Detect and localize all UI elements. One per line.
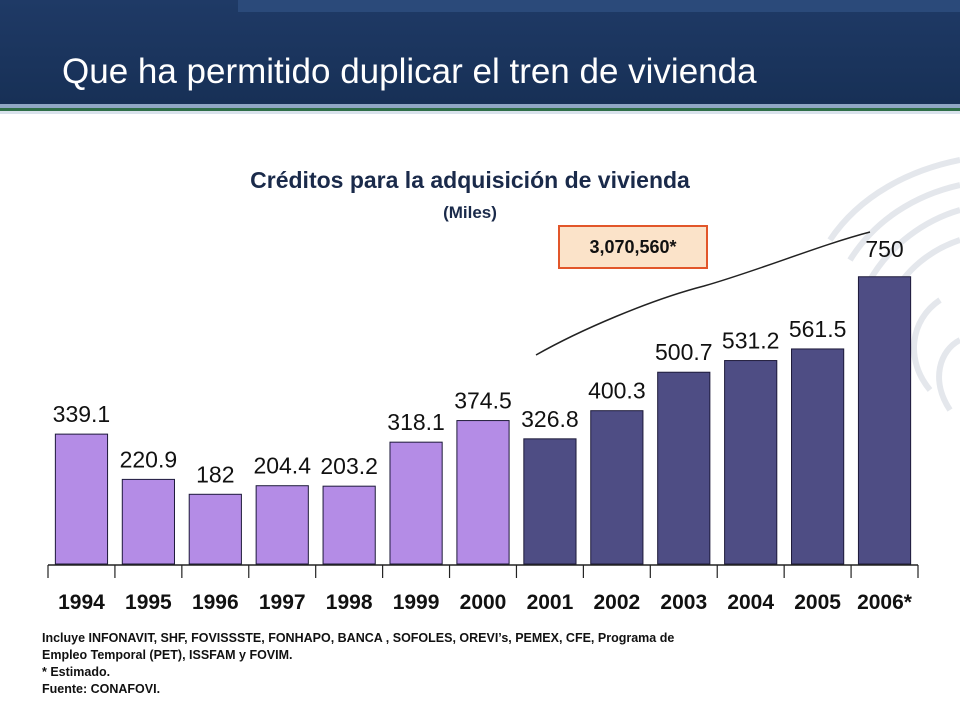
header-strip [238, 0, 960, 12]
x-tick-label: 2000 [460, 591, 507, 614]
value-label: 203.2 [320, 453, 378, 479]
x-tick-label: 2004 [727, 591, 774, 614]
header-divider-light [0, 111, 960, 114]
chart-title: Créditos para la adquisición de vivienda [250, 167, 690, 193]
x-tick-label: 1999 [393, 591, 440, 614]
value-label: 326.8 [521, 406, 579, 432]
x-tick-label: 1998 [326, 591, 373, 614]
bracket-curve [535, 231, 871, 356]
value-label: 182 [196, 461, 234, 487]
bar-shading [121, 478, 175, 565]
value-label: 531.2 [722, 328, 780, 354]
bar-shading [255, 485, 309, 565]
x-tick-label: 2005 [794, 591, 841, 614]
x-tick-label: 1997 [259, 591, 306, 614]
footnotes: Incluye INFONAVIT, SHF, FOVISSSTE, FONHA… [42, 630, 942, 698]
footnote-source: Fuente: CONAFOVI. [42, 682, 161, 696]
value-label: 318.1 [387, 409, 445, 435]
footnote-sources-line1: Incluye INFONAVIT, SHF, FOVISSSTE, FONHA… [42, 631, 675, 645]
bar-shading [389, 441, 443, 565]
header-divider [0, 104, 960, 108]
x-tick-label: 1995 [125, 591, 172, 614]
bar-shading [54, 433, 109, 565]
value-label: 750 [865, 236, 903, 262]
value-label: 400.3 [588, 378, 646, 404]
bar-shading [188, 493, 242, 565]
total-annotation-box: 3,070,560* [558, 225, 708, 269]
bar-shading [322, 485, 376, 565]
bar-shading [791, 348, 845, 565]
footnote-estimate: * Estimado. [42, 665, 111, 679]
value-label: 339.1 [53, 401, 111, 427]
bar-shading [724, 360, 778, 565]
bar-shading [590, 410, 644, 565]
footnote-sources-line2: Empleo Temporal (PET), ISSFAM y FOVIM. [42, 648, 293, 662]
x-tick-label: 2003 [660, 591, 707, 614]
bar-shading [523, 438, 577, 565]
header-divider-green [0, 108, 960, 111]
value-label: 220.9 [120, 446, 178, 472]
x-tick-label: 1994 [58, 591, 105, 614]
value-label: 500.7 [655, 339, 713, 365]
x-tick-label: 1996 [192, 591, 239, 614]
x-tick-label: 2006* [857, 591, 913, 614]
x-tick-label: 2001 [527, 591, 574, 614]
bar-shading [456, 420, 510, 565]
value-label: 374.5 [454, 388, 512, 414]
bar-shading [657, 371, 711, 565]
header-bar [0, 0, 960, 104]
bar-shading [857, 276, 912, 565]
chart-subtitle: (Miles) [443, 203, 497, 222]
x-tick-label: 2002 [593, 591, 640, 614]
slide-title: Que ha permitido duplicar el tren de viv… [62, 52, 757, 91]
value-label: 561.5 [789, 316, 847, 342]
value-label: 204.4 [253, 453, 311, 479]
